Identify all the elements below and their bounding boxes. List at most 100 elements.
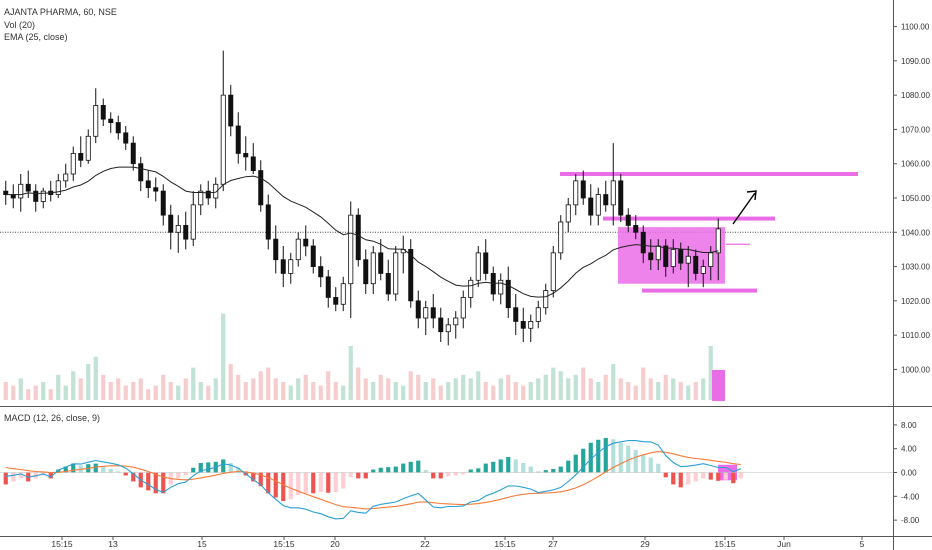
volume-bar <box>423 382 428 400</box>
candle-up <box>18 183 24 199</box>
volume-bar <box>213 378 218 400</box>
volume-bar <box>543 374 548 400</box>
candle-up <box>393 252 399 295</box>
volume-bar <box>371 382 376 400</box>
macd-histogram-bar <box>311 472 316 494</box>
volume-bar <box>86 364 91 400</box>
volume-bar <box>326 371 331 400</box>
volume-bar <box>708 346 713 400</box>
volume-bar <box>78 378 83 400</box>
volume-bar <box>663 374 668 400</box>
candle-down <box>520 321 526 329</box>
volume-bar <box>71 371 76 400</box>
macd-histogram-bar <box>701 472 706 479</box>
volume-bar <box>363 378 368 400</box>
price-axis-label: 1070.00 <box>901 125 930 134</box>
candle-down <box>355 214 361 261</box>
macd-histogram-bar <box>153 472 158 494</box>
candle-up <box>453 317 459 326</box>
volume-bar <box>341 385 346 400</box>
macd-histogram-bar <box>723 472 728 480</box>
volume-bar <box>138 378 143 400</box>
candle-down <box>303 238 309 247</box>
main-pane-bg <box>0 0 893 406</box>
candle-up <box>460 297 466 319</box>
volume-bar <box>183 378 188 400</box>
candle-up <box>655 245 661 261</box>
candle-up <box>288 259 294 274</box>
macd-line <box>5 439 741 520</box>
macd-histogram-bar <box>333 472 338 493</box>
macd-axis-label: 4.00 <box>901 445 917 454</box>
volume-bar <box>386 378 391 400</box>
volume-bar <box>251 378 256 400</box>
macd-histogram-bar <box>401 463 406 473</box>
candle-down <box>625 214 631 226</box>
macd-histogram-bar <box>656 463 661 473</box>
price-axis-label: 1040.00 <box>901 228 930 237</box>
candle-up <box>700 266 706 274</box>
ema-indicator-label[interactable]: EMA (25, close) <box>4 32 68 42</box>
macd-histogram-bar <box>588 442 593 473</box>
macd-histogram-bar <box>536 471 541 473</box>
macd-histogram-bar <box>191 467 196 473</box>
support-zone <box>642 288 757 293</box>
macd-histogram-bar <box>708 472 713 480</box>
volume-bar <box>116 378 121 400</box>
volume-bar <box>551 367 556 400</box>
volume-bar <box>611 364 616 400</box>
candle-up <box>610 180 616 206</box>
macd-histogram-bar <box>716 472 721 481</box>
volume-bar <box>581 367 586 400</box>
candle-down <box>678 249 684 264</box>
volume-bar <box>446 382 451 400</box>
time-axis-label: 15:15 <box>51 539 73 549</box>
candle-up <box>175 225 181 233</box>
candle-down <box>160 190 166 216</box>
macd-histogram-bar <box>671 472 676 485</box>
volume-bar <box>303 374 308 400</box>
macd-indicator-label[interactable]: MACD (12, 26, close, 9) <box>4 413 101 423</box>
candle-down <box>183 225 189 240</box>
volume-bar <box>491 385 496 400</box>
candle-down <box>408 249 414 302</box>
price-axis-label: 1090.00 <box>901 57 930 66</box>
macd-histogram-bar <box>521 462 526 473</box>
macd-histogram-bar <box>11 472 16 482</box>
volume-bar <box>221 313 226 400</box>
resistance-zone-upper <box>560 172 858 176</box>
volume-bar <box>401 385 406 400</box>
volume-bar <box>333 382 338 400</box>
symbol-title[interactable]: AJANTA PHARMA, 60, NSE <box>4 7 117 17</box>
candle-up <box>558 221 564 254</box>
macd-histogram-bar <box>438 472 443 479</box>
macd-histogram-bar <box>273 472 278 498</box>
candle-down <box>205 190 211 199</box>
candle-down <box>648 252 654 261</box>
volume-bar <box>648 378 653 400</box>
vol-indicator-label[interactable]: Vol (20) <box>4 20 36 30</box>
macd-histogram-bar <box>288 472 293 500</box>
macd-histogram-bar <box>633 449 638 473</box>
macd-histogram-bar <box>101 466 106 473</box>
volume-bar <box>273 378 278 400</box>
macd-histogram-bar <box>3 472 8 485</box>
candle-up <box>468 279 474 298</box>
volume-bar <box>528 382 533 400</box>
macd-axis-label: 0.00 <box>901 469 917 478</box>
candle-up <box>348 214 354 285</box>
candle-up <box>445 324 451 333</box>
macd-histogram-bar <box>648 457 653 473</box>
macd-histogram-bar <box>393 466 398 473</box>
volume-bar <box>168 382 173 400</box>
volume-bar <box>596 382 601 400</box>
macd-axis-label: 8.00 <box>901 421 917 430</box>
macd-histogram-bar <box>596 439 601 473</box>
volume-bar <box>498 378 503 400</box>
candle-up <box>370 252 376 285</box>
macd-histogram-bar <box>408 461 413 473</box>
volume-bar <box>3 382 8 400</box>
volume-highlight <box>712 370 725 401</box>
candle-up <box>93 105 99 137</box>
